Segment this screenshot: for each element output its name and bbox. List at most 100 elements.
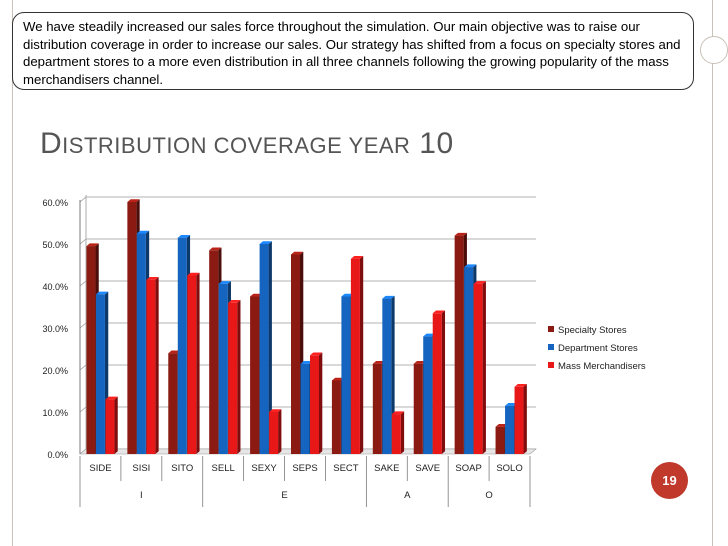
x-group-label: I: [140, 490, 143, 501]
bar-top: [187, 272, 200, 276]
bar-side: [237, 300, 241, 454]
bar-sell-mass-merchandisers: [228, 302, 238, 454]
bar-top: [105, 396, 118, 400]
bar-soap-mass-merchandisers: [473, 283, 483, 454]
title-initial: D: [40, 127, 63, 160]
x-group-label: E: [281, 490, 287, 501]
bar-side: [359, 255, 364, 454]
bar-save-department-stores: [423, 336, 433, 454]
bar-top: [136, 230, 150, 234]
bar-top: [495, 423, 508, 427]
legend-label: Mass Merchandisers: [558, 361, 646, 372]
bar-top: [259, 241, 272, 244]
bar-top: [177, 234, 191, 238]
legend-swatch: [548, 326, 554, 332]
bar-top: [432, 310, 446, 314]
bar-side: [441, 310, 446, 454]
bar-top: [423, 333, 436, 337]
bar-top: [464, 264, 477, 268]
left-rule: [12, 0, 13, 546]
bar-top: [514, 384, 527, 387]
right-rule: [712, 0, 713, 546]
title-text: ISTRIBUTION COVERAGE YEAR: [62, 133, 411, 158]
bar-side: [523, 384, 527, 454]
gridline-depth: [79, 238, 87, 245]
bar-top: [168, 350, 181, 354]
bar-sito-department-stores: [177, 237, 187, 454]
bar-top: [127, 199, 140, 202]
bar-side: [268, 241, 272, 454]
bar-solo-specialty-stores: [495, 426, 505, 454]
page-number: 19: [662, 473, 677, 488]
bar-top: [391, 411, 405, 415]
bar-seps-department-stores: [300, 363, 310, 454]
bar-save-specialty-stores: [413, 363, 423, 454]
bar-sect-department-stores: [341, 296, 351, 454]
bar-top: [331, 377, 345, 381]
bar-sisi-specialty-stores: [127, 202, 137, 454]
bar-top: [413, 360, 427, 364]
bar-sake-mass-merchandisers: [391, 414, 401, 454]
bar-solo-department-stores: [505, 405, 515, 454]
x-group-label: A: [404, 490, 411, 501]
bar-side: [319, 352, 323, 454]
bar-top: [291, 251, 304, 255]
x-category-label: SIDE: [89, 463, 111, 474]
x-group-label: O: [485, 490, 492, 501]
bar-sexy-mass-merchandisers: [269, 412, 279, 454]
bar-sect-specialty-stores: [331, 380, 341, 454]
bar-top: [310, 352, 323, 356]
bar-sell-department-stores: [218, 283, 228, 454]
gridline-depth: [79, 280, 87, 287]
bar-side-mass-merchandisers: [105, 399, 115, 454]
bar-soap-department-stores: [464, 267, 474, 454]
bar-sisi-department-stores: [136, 233, 146, 454]
y-tick-label: 60.0%: [42, 198, 68, 208]
y-tick-label: 50.0%: [42, 240, 68, 250]
bar-sexy-department-stores: [259, 244, 269, 454]
bar-top: [372, 360, 386, 364]
bar-side: [400, 411, 405, 454]
bar-top: [146, 276, 159, 280]
bar-sell-specialty-stores: [209, 250, 219, 454]
bar-top: [269, 409, 282, 412]
title-number: 10: [419, 127, 454, 160]
y-tick-label: 30.0%: [42, 324, 68, 334]
x-category-label: SELL: [212, 463, 235, 474]
x-category-label: SAVE: [415, 463, 440, 474]
bar-seps-specialty-stores: [291, 254, 300, 454]
y-tick-label: 10.0%: [42, 408, 68, 418]
x-category-label: SEXY: [251, 463, 277, 474]
slide-title: DISTRIBUTION COVERAGE YEAR 10: [40, 127, 454, 161]
bar-sect-mass-merchandisers: [350, 258, 360, 454]
legend-swatch: [548, 362, 554, 368]
x-category-label: SOLO: [496, 463, 522, 474]
legend-swatch: [548, 344, 554, 350]
bar-side-department-stores: [95, 294, 105, 454]
x-category-label: SITO: [171, 463, 193, 474]
summary-callout: We have steadily increased our sales for…: [12, 12, 694, 90]
x-category-label: SEPS: [292, 463, 317, 474]
x-category-label: SECT: [333, 463, 359, 474]
bar-side: [155, 276, 159, 454]
gridline-depth: [79, 406, 87, 413]
x-category-label: SAKE: [374, 463, 399, 474]
bar-side-specialty-stores: [86, 246, 96, 454]
page-number-badge: 19: [651, 462, 688, 499]
bar-top: [341, 293, 354, 297]
bar-side: [278, 409, 282, 454]
bar-save-mass-merchandisers: [432, 313, 442, 454]
legend-label: Specialty Stores: [558, 325, 627, 336]
gridline-depth: [79, 322, 87, 329]
bar-side: [114, 396, 118, 454]
bar-top: [350, 255, 364, 259]
bar-top: [209, 247, 222, 251]
gridline-depth: [79, 196, 87, 203]
bar-sito-specialty-stores: [168, 353, 178, 454]
bar-top: [86, 243, 99, 247]
bar-top: [218, 281, 231, 284]
bar-soap-specialty-stores: [454, 235, 464, 454]
bar-sisi-mass-merchandisers: [146, 279, 156, 454]
bar-side: [196, 272, 200, 454]
